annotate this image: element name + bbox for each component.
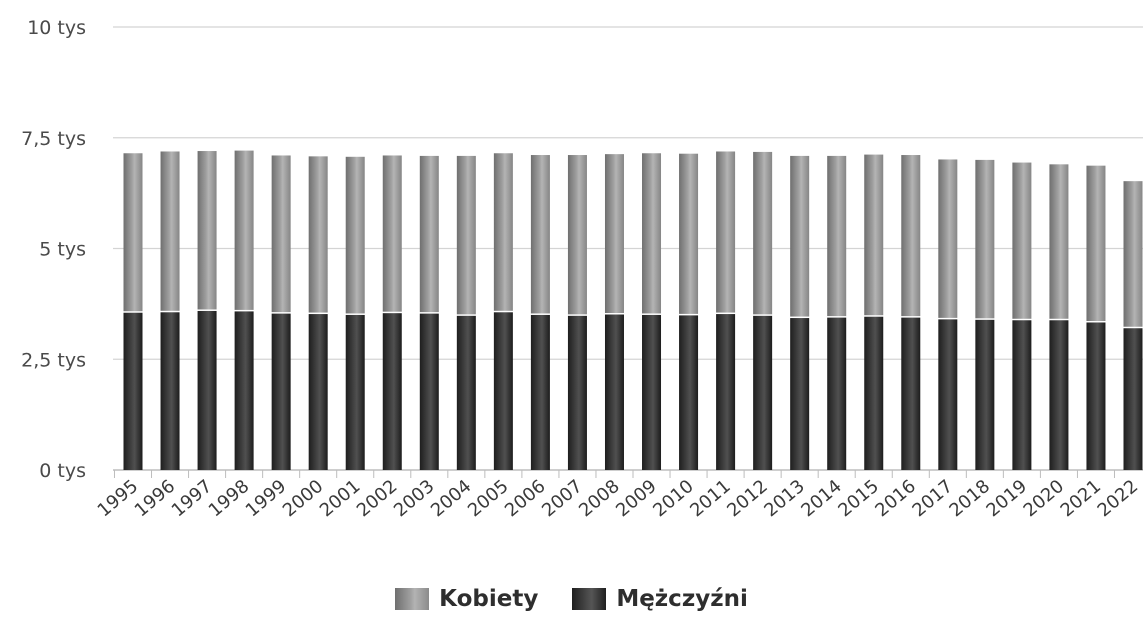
x-tick-label: 2001 bbox=[316, 476, 365, 522]
x-tick-label: 2022 bbox=[1094, 476, 1143, 522]
bar-men-1995[interactable] bbox=[123, 312, 143, 470]
bar-women-2022[interactable] bbox=[1123, 181, 1143, 327]
x-tick-label: 2004 bbox=[427, 476, 476, 522]
bar-men-2022[interactable] bbox=[1123, 328, 1143, 470]
y-tick-label: 5 tys bbox=[39, 239, 86, 261]
bar-men-2010[interactable] bbox=[679, 315, 699, 470]
bar-men-2004[interactable] bbox=[456, 315, 476, 470]
x-tick-label: 2007 bbox=[538, 476, 587, 522]
bar-women-2005[interactable] bbox=[493, 153, 513, 311]
bar-men-2015[interactable] bbox=[864, 316, 884, 470]
x-tick-label: 2020 bbox=[1020, 476, 1069, 522]
bar-men-2003[interactable] bbox=[419, 313, 439, 470]
bar-men-2018[interactable] bbox=[975, 319, 995, 470]
bar-men-2013[interactable] bbox=[790, 318, 810, 470]
x-tick-label: 2021 bbox=[1057, 476, 1106, 522]
bar-men-2017[interactable] bbox=[938, 319, 958, 470]
bar-women-2006[interactable] bbox=[530, 155, 550, 314]
x-tick-label: 2017 bbox=[908, 476, 957, 522]
bar-men-2020[interactable] bbox=[1049, 320, 1069, 470]
bar-women-2014[interactable] bbox=[827, 155, 847, 317]
bar-men-1999[interactable] bbox=[271, 313, 291, 470]
bar-women-2012[interactable] bbox=[753, 151, 773, 315]
bar-women-2008[interactable] bbox=[604, 154, 624, 314]
bar-women-1997[interactable] bbox=[197, 151, 217, 310]
x-tick-label: 1997 bbox=[168, 476, 217, 522]
bar-women-1999[interactable] bbox=[271, 155, 291, 313]
legend-label-men: Mężczyźni bbox=[616, 586, 748, 612]
y-tick-label: 2,5 tys bbox=[21, 349, 86, 371]
bar-men-2006[interactable] bbox=[530, 314, 550, 470]
bar-men-2002[interactable] bbox=[382, 313, 402, 470]
x-tick-label: 2003 bbox=[390, 476, 439, 522]
x-tick-label: 2000 bbox=[279, 476, 328, 522]
x-tick-label: 2018 bbox=[945, 476, 994, 522]
bar-men-1997[interactable] bbox=[197, 310, 217, 470]
bar-men-2008[interactable] bbox=[604, 314, 624, 470]
x-tick-label: 2009 bbox=[612, 476, 661, 522]
x-tick-label: 2011 bbox=[686, 476, 735, 522]
bar-women-2002[interactable] bbox=[382, 155, 402, 312]
x-tick-label: 2008 bbox=[575, 476, 624, 522]
bar-men-1996[interactable] bbox=[160, 312, 180, 470]
bar-men-2012[interactable] bbox=[753, 315, 773, 470]
x-tick-label: 2006 bbox=[501, 476, 550, 522]
legend-label-women: Kobiety bbox=[439, 586, 539, 612]
y-tick-label: 10 tys bbox=[27, 17, 86, 39]
bar-men-2011[interactable] bbox=[716, 314, 736, 470]
x-tick-label: 2010 bbox=[649, 476, 698, 522]
bar-men-1998[interactable] bbox=[234, 311, 254, 470]
bar-women-2021[interactable] bbox=[1086, 165, 1106, 321]
x-tick-label: 1999 bbox=[242, 476, 291, 522]
bar-women-2011[interactable] bbox=[716, 151, 736, 313]
bar-women-2009[interactable] bbox=[642, 153, 662, 314]
bar-women-2013[interactable] bbox=[790, 155, 810, 317]
legend-item-men[interactable]: Mężczyźni bbox=[572, 586, 748, 612]
legend-swatch-men bbox=[572, 588, 607, 610]
bar-women-1998[interactable] bbox=[234, 150, 254, 310]
bar-men-2009[interactable] bbox=[642, 314, 662, 470]
bar-men-2021[interactable] bbox=[1086, 322, 1106, 470]
x-tick-label: 2019 bbox=[983, 476, 1032, 522]
x-tick-label: 2015 bbox=[834, 476, 883, 522]
bar-women-2000[interactable] bbox=[308, 156, 328, 313]
bar-women-2018[interactable] bbox=[975, 159, 995, 319]
legend-swatch-women bbox=[395, 588, 430, 610]
legend-item-women[interactable]: Kobiety bbox=[395, 586, 538, 612]
x-tick-label: 1996 bbox=[131, 476, 180, 522]
bar-women-2010[interactable] bbox=[679, 153, 699, 314]
x-tick-label: 2014 bbox=[797, 476, 846, 522]
legend: Kobiety Mężczyźni bbox=[0, 586, 1143, 612]
x-tick-label: 2013 bbox=[760, 476, 809, 522]
bar-women-2001[interactable] bbox=[345, 156, 365, 314]
bar-men-2007[interactable] bbox=[567, 315, 587, 470]
bar-women-2003[interactable] bbox=[419, 155, 439, 313]
x-tick-label: 2012 bbox=[723, 476, 772, 522]
bar-women-1996[interactable] bbox=[160, 151, 180, 311]
y-tick-label: 7,5 tys bbox=[21, 128, 86, 150]
bar-women-2020[interactable] bbox=[1049, 164, 1069, 319]
bar-women-2016[interactable] bbox=[901, 155, 921, 317]
x-tick-label: 1995 bbox=[94, 476, 143, 522]
x-tick-label: 2002 bbox=[353, 476, 402, 522]
bar-men-2001[interactable] bbox=[345, 314, 365, 470]
bar-men-2014[interactable] bbox=[827, 317, 847, 470]
y-tick-label: 0 tys bbox=[39, 460, 86, 482]
bar-women-2015[interactable] bbox=[864, 154, 884, 316]
bar-men-2019[interactable] bbox=[1012, 320, 1032, 470]
x-tick-label: 2005 bbox=[464, 476, 513, 522]
bar-women-1995[interactable] bbox=[123, 153, 143, 312]
bar-women-2007[interactable] bbox=[567, 155, 587, 315]
x-tick-label: 1998 bbox=[205, 476, 254, 522]
bar-women-2017[interactable] bbox=[938, 159, 958, 318]
bar-men-2000[interactable] bbox=[308, 314, 328, 470]
bar-women-2019[interactable] bbox=[1012, 162, 1032, 319]
x-tick-label: 2016 bbox=[871, 476, 920, 522]
bar-women-2004[interactable] bbox=[456, 155, 476, 315]
bar-men-2016[interactable] bbox=[901, 317, 921, 470]
bar-men-2005[interactable] bbox=[493, 312, 513, 470]
